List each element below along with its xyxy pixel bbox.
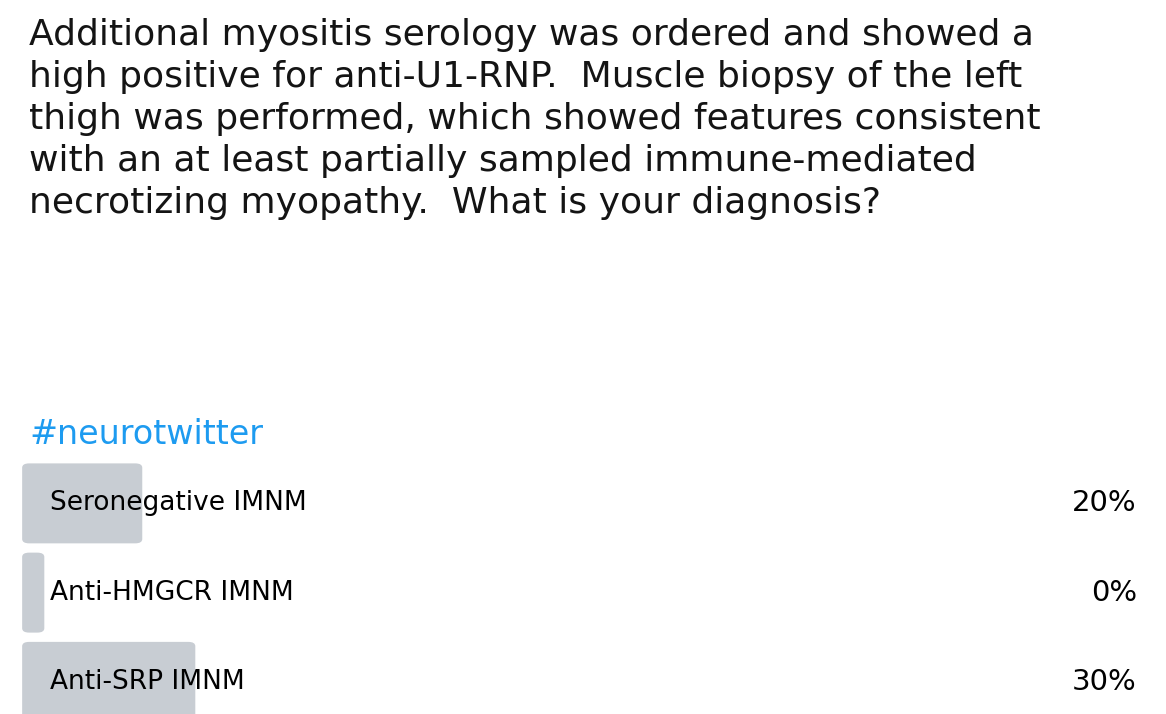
Text: 20%: 20%	[1073, 489, 1137, 518]
FancyBboxPatch shape	[22, 463, 142, 543]
Text: Seronegative IMNM: Seronegative IMNM	[50, 491, 307, 516]
FancyBboxPatch shape	[22, 553, 44, 633]
Text: #neurotwitter: #neurotwitter	[29, 418, 264, 451]
Text: Anti-HMGCR IMNM: Anti-HMGCR IMNM	[50, 580, 294, 605]
Text: 0%: 0%	[1090, 578, 1137, 607]
Text: 30%: 30%	[1072, 668, 1137, 696]
FancyBboxPatch shape	[22, 642, 196, 714]
Text: Anti-SRP IMNM: Anti-SRP IMNM	[50, 669, 245, 695]
Text: Additional myositis serology was ordered and showed a
high positive for anti-U1-: Additional myositis serology was ordered…	[29, 18, 1041, 220]
